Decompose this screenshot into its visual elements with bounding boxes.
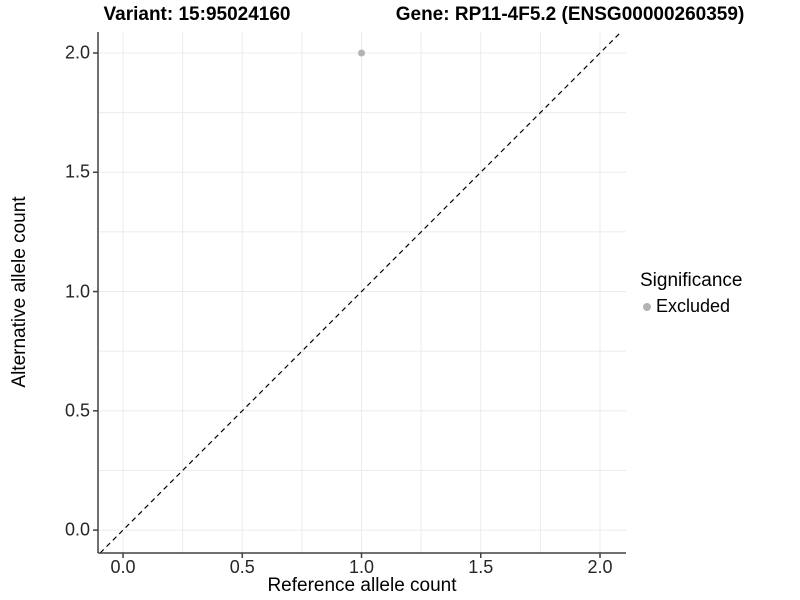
legend-key-circle-icon — [643, 302, 651, 311]
variant-title: Variant: 15:95024160 — [103, 4, 291, 25]
legend-item-label: Excluded — [656, 296, 731, 316]
legend-title: Significance — [640, 270, 743, 291]
x-tick-label: 0.5 — [229, 557, 255, 577]
y-tick-label: 1.5 — [64, 161, 90, 182]
y-tick-label: 0.0 — [64, 519, 90, 540]
y-axis-title: Alternative allele count — [9, 196, 30, 388]
x-tick-label: 0.0 — [110, 557, 136, 577]
legend-item-excluded: Excluded — [640, 296, 742, 317]
x-tick-label: 2.0 — [587, 557, 613, 577]
y-tick-label: 0.5 — [64, 400, 90, 421]
x-axis-title: Reference allele count — [267, 575, 457, 596]
legend: Significance Excluded — [640, 270, 742, 317]
identity-dashed-line — [99, 31, 622, 554]
x-tick-label: 1.0 — [349, 557, 375, 577]
y-tick-label: 1.0 — [64, 281, 90, 302]
gene-title: Gene: RP11-4F5.2 (ENSG00000260359) — [395, 4, 745, 25]
x-tick-label: 1.5 — [468, 557, 494, 577]
y-tick-label: 2.0 — [64, 42, 90, 63]
data-point — [358, 49, 366, 57]
